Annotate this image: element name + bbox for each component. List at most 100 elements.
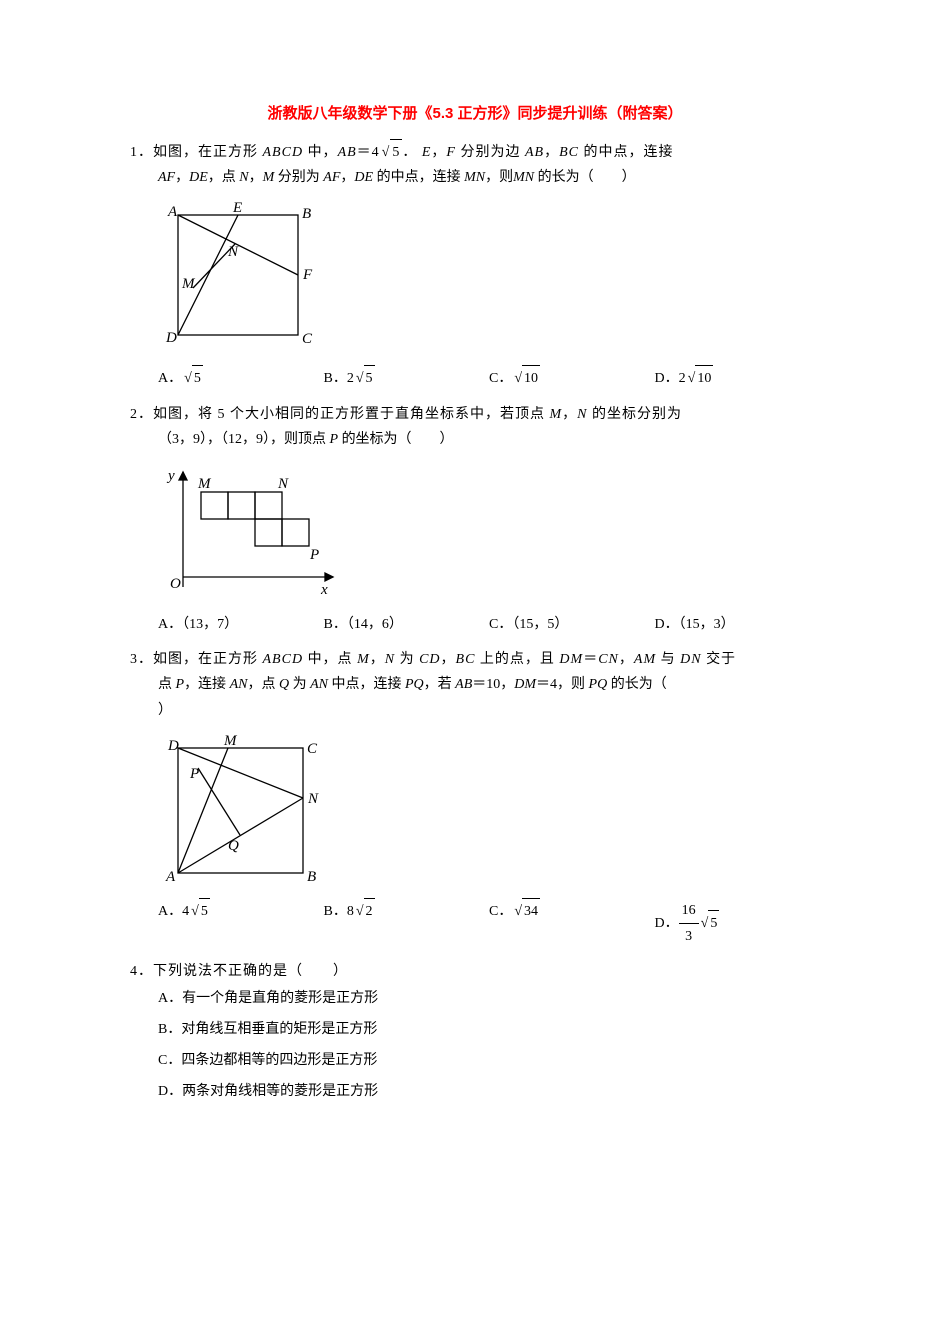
q1-optB-lbl: B．	[324, 371, 347, 386]
q1-t10: ，	[249, 170, 263, 185]
q3-optB-lbl: B．	[324, 904, 347, 919]
q2-M: M	[550, 407, 563, 422]
q2-optA: A．（13，7）	[158, 612, 324, 637]
q1-optD-sqrt: 10	[686, 365, 714, 391]
q4-optC: C．四条边都相等的四边形是正方形	[158, 1046, 820, 1077]
q3-optD-frac: 163	[679, 898, 699, 949]
q1-mn2: MN	[513, 170, 534, 185]
q1-m: M	[263, 170, 275, 185]
q2-P: P	[330, 432, 339, 447]
q3-AM: AM	[634, 652, 656, 667]
q1-abcd: ABCD	[263, 145, 304, 160]
q1-num: 1．	[130, 145, 153, 160]
q3-DM: DM	[559, 652, 583, 667]
q1-optA-rad: 5	[192, 365, 203, 391]
q2-fig-M: M	[197, 476, 212, 492]
q2-N: N	[577, 407, 587, 422]
q3-fig-D: D	[167, 738, 179, 754]
q3-optB: B．82	[324, 898, 490, 949]
q2-num: 2．	[130, 407, 153, 422]
q1-t5: 分别为边	[460, 145, 520, 160]
q1-af: AF	[158, 170, 175, 185]
q2-fig-y: y	[166, 468, 175, 484]
q1-optB: B．25	[324, 365, 490, 391]
q1-optA: A． 5	[158, 365, 324, 391]
q3-figure: D M C P N Q A B	[130, 733, 820, 888]
q1-coef: 4	[372, 145, 380, 160]
q1-fig-D: D	[165, 330, 177, 346]
q2-fig-x: x	[320, 582, 328, 598]
q1-t15: 的长为（ ）	[538, 170, 636, 185]
q1-rad: 5	[390, 139, 402, 165]
q1-fig-A: A	[167, 204, 178, 220]
q2-t1: 如图，将 5 个大小相同的正方形置于直角坐标系中，若顶点	[153, 407, 545, 422]
q1-figure: A E B N M F D C	[130, 200, 820, 355]
q2-line2: （3，9），（12，9），则顶点 P 的坐标为（ ）	[130, 427, 820, 452]
q2-optC: C．（15，5）	[489, 612, 655, 637]
q3-t13: 为	[293, 677, 307, 692]
q3-M: M	[357, 652, 370, 667]
q1-fig-B: B	[302, 206, 311, 222]
q3-optB-sqrt: 2	[354, 898, 375, 924]
q1-t2: 中，	[308, 145, 338, 160]
q1-ab: AB	[338, 145, 357, 160]
q3-t3: ，	[370, 652, 385, 667]
q3-t4: 为	[400, 652, 415, 667]
q3-P: P	[176, 677, 185, 692]
q1-optA-sqrt: 5	[182, 365, 203, 391]
q2-figure: y M N P O x	[130, 462, 820, 602]
q1-t11: 分别为	[278, 170, 320, 185]
q4-num: 4．	[130, 964, 153, 979]
q2-line1: 2．如图，将 5 个大小相同的正方形置于直角坐标系中，若顶点 M，N 的坐标分别…	[130, 402, 820, 427]
q1-optB-sqrt: 5	[354, 365, 375, 391]
q3-t9: 交于	[706, 652, 736, 667]
q1-t3b: ．	[402, 145, 417, 160]
q3-fig-B: B	[307, 869, 316, 885]
q3-abcd: ABCD	[263, 652, 304, 667]
q2-fig-O: O	[170, 576, 181, 592]
q3-optD-sqrt: 5	[699, 910, 720, 936]
q1-de: DE	[189, 170, 208, 185]
q1-n: N	[239, 170, 248, 185]
q1-t13: 的中点，连接	[377, 170, 461, 185]
q3-line3: ）	[130, 698, 820, 723]
q3-CD: CD	[419, 652, 440, 667]
q4-optD: D．两条对角线相等的菱形是正方形	[158, 1077, 820, 1108]
q3-fig-M: M	[223, 733, 238, 749]
page-title: 浙教版八年级数学下册《5.3 正方形》同步提升训练（附答案）	[130, 100, 820, 127]
q1-optB-rad: 5	[364, 365, 375, 391]
q1-fig-N: N	[227, 244, 239, 260]
q1-optD-lbl: D．	[655, 371, 679, 386]
q3-fig-Q: Q	[228, 838, 239, 854]
q3-t7: ＝	[583, 652, 598, 667]
q3-optC-sqrt: 34	[512, 898, 540, 924]
q2-options: A．（13，7） B．（14，6） C．（15，5） D．（15，3）	[130, 612, 820, 637]
q3-t18: 的长为（	[611, 677, 695, 692]
q1-fig-C: C	[302, 331, 313, 347]
question-1: 1．如图，在正方形 ABCD 中，AB＝45． E，F 分别为边 AB，BC 的…	[130, 139, 820, 392]
q2-optB: B．（14，6）	[324, 612, 490, 637]
q1-t14: ，则	[485, 170, 513, 185]
q1-optD-rad: 10	[695, 365, 713, 391]
q3-optD-den: 3	[679, 924, 699, 949]
q1-stem-line2: AF，DE，点 N，M 分别为 AF，DE 的中点，连接 MN，则MN 的长为（…	[130, 165, 820, 190]
q1-af2: AF	[323, 170, 340, 185]
q4-optA: A．有一个角是直角的菱形是正方形	[158, 984, 820, 1015]
q1-f: F	[446, 145, 456, 160]
q3-t14: 中点，连接	[331, 677, 401, 692]
q1-optC-lbl: C．	[489, 371, 512, 386]
q1-t6: ，	[544, 145, 559, 160]
q3-t17: ＝4，则	[536, 677, 585, 692]
q4-text: 下列说法不正确的是（ ）	[153, 964, 348, 979]
q2-t5: 的坐标为（ ）	[342, 432, 454, 447]
q3-optB-rad: 2	[364, 898, 375, 924]
q1-optA-lbl: A．	[158, 371, 182, 386]
q2-t3: 的坐标分别为	[592, 407, 682, 422]
q4-optB: B．对角线互相垂直的矩形是正方形	[158, 1015, 820, 1046]
q1-fig-F: F	[302, 267, 313, 283]
q1-t8: ，	[175, 170, 189, 185]
q3-optA-coef: 4	[182, 904, 189, 919]
q3-DN: DN	[680, 652, 701, 667]
q1-t12: ，	[340, 170, 354, 185]
q3-optD-num: 16	[679, 898, 699, 924]
